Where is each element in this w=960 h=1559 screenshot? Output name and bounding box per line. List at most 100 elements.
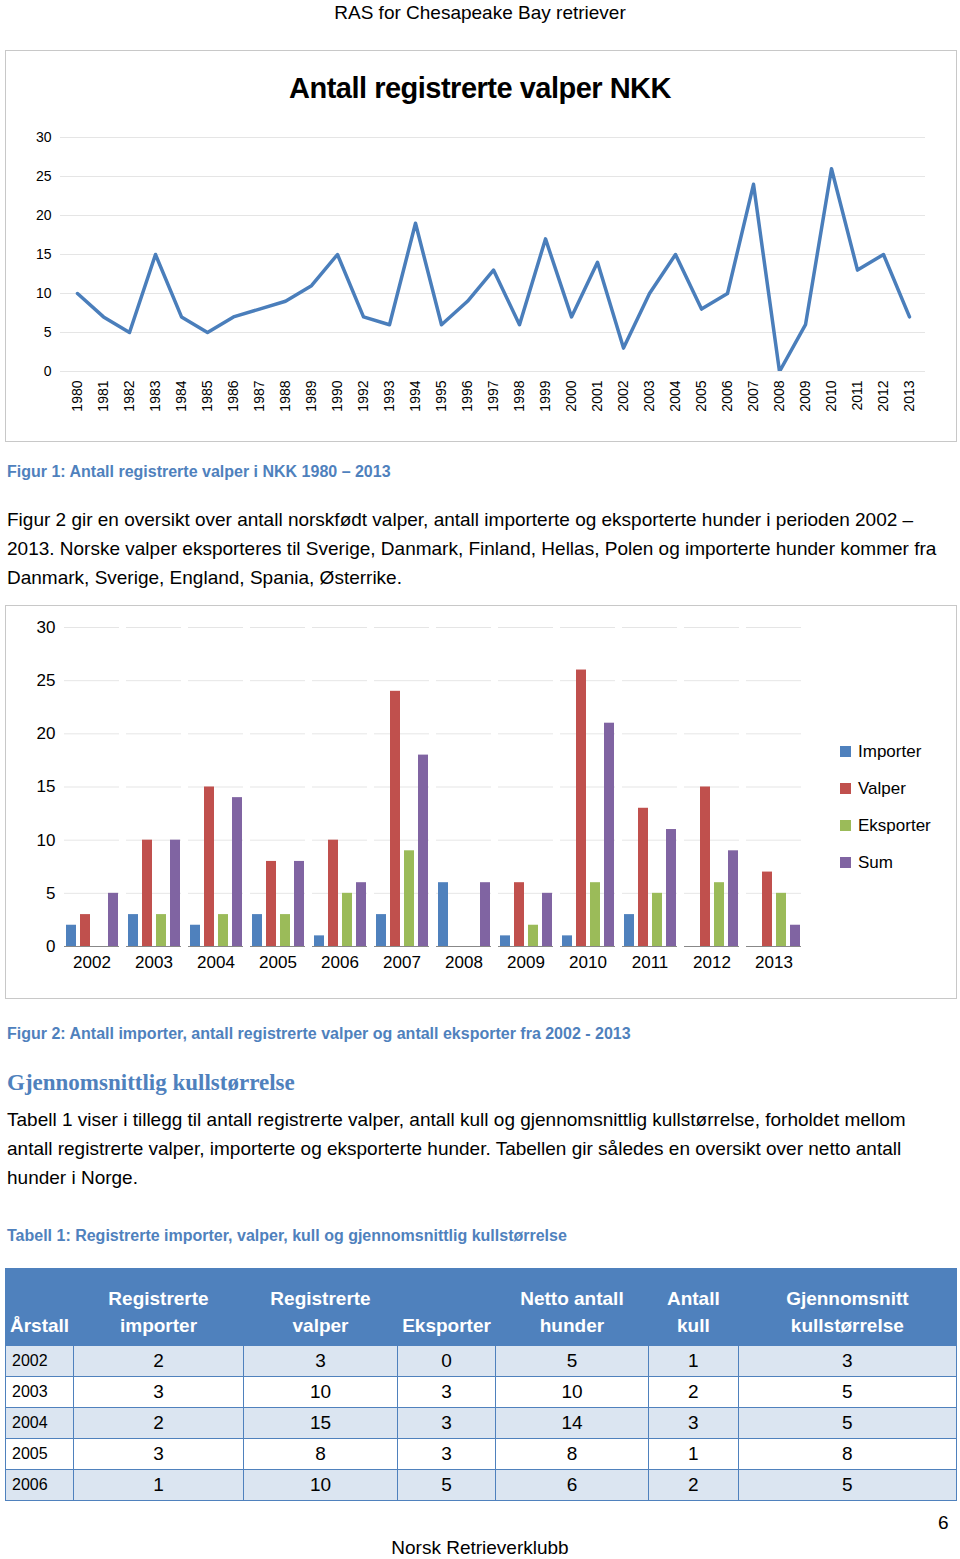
html-text:2002: 2002 bbox=[12, 1352, 48, 1369]
html-text:Sum: Sum bbox=[858, 852, 893, 872]
html-text:3: 3 bbox=[153, 1381, 164, 1402]
svg-text:2005: 2005 bbox=[259, 953, 297, 972]
svg-text:1981: 1981 bbox=[95, 380, 111, 411]
html-text:1: 1 bbox=[688, 1350, 699, 1371]
svg-text:25: 25 bbox=[37, 671, 56, 690]
svg-text:2001: 2001 bbox=[589, 380, 605, 411]
svg-text:2012: 2012 bbox=[875, 380, 891, 411]
html-text:Tabell 1 viser i tillegg til a: Tabell 1 viser i tillegg til antall regi… bbox=[7, 1109, 906, 1188]
html-text:Valper: Valper bbox=[858, 778, 906, 798]
html-text:14: 14 bbox=[561, 1412, 583, 1433]
svg-text:0: 0 bbox=[44, 363, 52, 379]
svg-text:2006: 2006 bbox=[321, 953, 359, 972]
svg-text:1997: 1997 bbox=[485, 380, 501, 411]
html-text:Figur 2: Antall importer, anta: Figur 2: Antall importer, antall registr… bbox=[7, 1025, 631, 1042]
svg-text:2009: 2009 bbox=[507, 953, 545, 972]
svg-text:15: 15 bbox=[37, 777, 56, 796]
html-text:Tabell 1: Registrerte importer: Tabell 1: Registrerte importer, valper, … bbox=[7, 1227, 567, 1244]
html-text:Registrerte valper: Registrerte valper bbox=[270, 1288, 371, 1336]
svg-text:2003: 2003 bbox=[641, 380, 657, 411]
html-text:0: 0 bbox=[441, 1350, 452, 1371]
svg-text:1984: 1984 bbox=[173, 380, 189, 411]
html-text:10: 10 bbox=[310, 1381, 332, 1402]
html-text:2: 2 bbox=[688, 1381, 699, 1402]
svg-text:2000: 2000 bbox=[563, 380, 579, 411]
html-text:Gjennomsnittlig kullstørrelse: Gjennomsnittlig kullstørrelse bbox=[7, 1070, 295, 1095]
svg-text:5: 5 bbox=[44, 324, 52, 340]
html-text:10: 10 bbox=[561, 1381, 583, 1402]
html-text:5: 5 bbox=[566, 1350, 578, 1371]
svg-text:2009: 2009 bbox=[797, 380, 813, 411]
svg-text:2011: 2011 bbox=[849, 380, 865, 410]
svg-text:20: 20 bbox=[36, 207, 52, 223]
html-text:15: 15 bbox=[310, 1412, 332, 1433]
html-text:2004: 2004 bbox=[12, 1414, 48, 1431]
svg-text:2012: 2012 bbox=[693, 953, 731, 972]
svg-text:2004: 2004 bbox=[667, 380, 683, 411]
svg-text:2010: 2010 bbox=[569, 953, 607, 972]
html-text:10: 10 bbox=[310, 1474, 332, 1495]
svg-text:2010: 2010 bbox=[823, 380, 839, 411]
svg-text:2005: 2005 bbox=[693, 380, 709, 411]
svg-text:2008: 2008 bbox=[771, 380, 787, 411]
svg-text:2007: 2007 bbox=[383, 953, 421, 972]
html-text:Årstall: Årstall bbox=[10, 1315, 70, 1336]
svg-text:30: 30 bbox=[37, 618, 56, 637]
svg-text:1993: 1993 bbox=[381, 380, 397, 411]
svg-text:1982: 1982 bbox=[121, 380, 137, 411]
html-text:3: 3 bbox=[315, 1350, 326, 1371]
svg-text:1980: 1980 bbox=[69, 380, 85, 411]
svg-text:2007: 2007 bbox=[745, 380, 761, 411]
html-text:Antall kull: Antall kull bbox=[667, 1288, 720, 1336]
svg-text:5: 5 bbox=[46, 884, 55, 903]
html-text:2: 2 bbox=[153, 1350, 164, 1371]
html-text:Antall registrerte valper NKK: Antall registrerte valper NKK bbox=[289, 72, 671, 104]
html-text:Norsk Retrieverklubb: Norsk Retrieverklubb bbox=[391, 1537, 569, 1558]
svg-text:20: 20 bbox=[37, 724, 56, 743]
html-text:2003: 2003 bbox=[12, 1383, 48, 1400]
svg-text:2002: 2002 bbox=[73, 953, 111, 972]
svg-text:10: 10 bbox=[37, 831, 56, 850]
svg-text:2006: 2006 bbox=[719, 380, 735, 411]
html-text:8: 8 bbox=[566, 1443, 578, 1464]
svg-text:10: 10 bbox=[36, 285, 52, 301]
html-text:2006: 2006 bbox=[12, 1476, 48, 1493]
html-text:Eksporter: Eksporter bbox=[858, 815, 931, 835]
svg-text:2013: 2013 bbox=[755, 953, 793, 972]
svg-text:1986: 1986 bbox=[225, 380, 241, 411]
svg-text:2013: 2013 bbox=[901, 380, 917, 411]
svg-text:0: 0 bbox=[46, 937, 55, 956]
svg-text:30: 30 bbox=[36, 129, 52, 145]
svg-text:1989: 1989 bbox=[303, 380, 319, 411]
svg-text:1985: 1985 bbox=[199, 380, 215, 411]
svg-text:1996: 1996 bbox=[459, 380, 475, 411]
svg-text:2011: 2011 bbox=[632, 953, 669, 972]
html-text:Figur 1: Antall registrerte va: Figur 1: Antall registrerte valper i NKK… bbox=[7, 463, 391, 480]
svg-text:1999: 1999 bbox=[537, 380, 553, 411]
html-text:RAS for Chesapeake Bay retriev: RAS for Chesapeake Bay retriever bbox=[334, 2, 626, 23]
svg-text:1983: 1983 bbox=[147, 380, 163, 411]
svg-text:1995: 1995 bbox=[433, 380, 449, 411]
svg-text:1987: 1987 bbox=[251, 380, 267, 411]
html-text:Eksporter: Eksporter bbox=[402, 1315, 491, 1336]
svg-text:1992: 1992 bbox=[355, 380, 371, 411]
svg-text:25: 25 bbox=[36, 168, 52, 184]
svg-text:2002: 2002 bbox=[615, 380, 631, 411]
svg-text:2004: 2004 bbox=[197, 953, 235, 972]
svg-text:1998: 1998 bbox=[511, 380, 527, 411]
html-text:3: 3 bbox=[842, 1350, 853, 1371]
html-text:2005: 2005 bbox=[12, 1445, 48, 1462]
svg-text:1990: 1990 bbox=[329, 380, 345, 411]
html-text:Registrerte importer: Registrerte importer bbox=[108, 1288, 209, 1336]
svg-text:2008: 2008 bbox=[445, 953, 483, 972]
html-text:3: 3 bbox=[441, 1381, 452, 1402]
html-text:Netto antall hunder: Netto antall hunder bbox=[520, 1288, 624, 1336]
html-text:6: 6 bbox=[566, 1474, 578, 1495]
html-text:Gjennomsnitt kullstørrelse: Gjennomsnitt kullstørrelse bbox=[786, 1288, 909, 1336]
html-text:Importer: Importer bbox=[858, 741, 922, 761]
html-text:Figur 2 gir en oversikt over a: Figur 2 gir en oversikt over antall nors… bbox=[7, 509, 937, 588]
svg-text:2003: 2003 bbox=[135, 953, 173, 972]
svg-text:1988: 1988 bbox=[277, 380, 293, 411]
svg-text:1994: 1994 bbox=[407, 380, 423, 411]
svg-text:15: 15 bbox=[36, 246, 52, 262]
